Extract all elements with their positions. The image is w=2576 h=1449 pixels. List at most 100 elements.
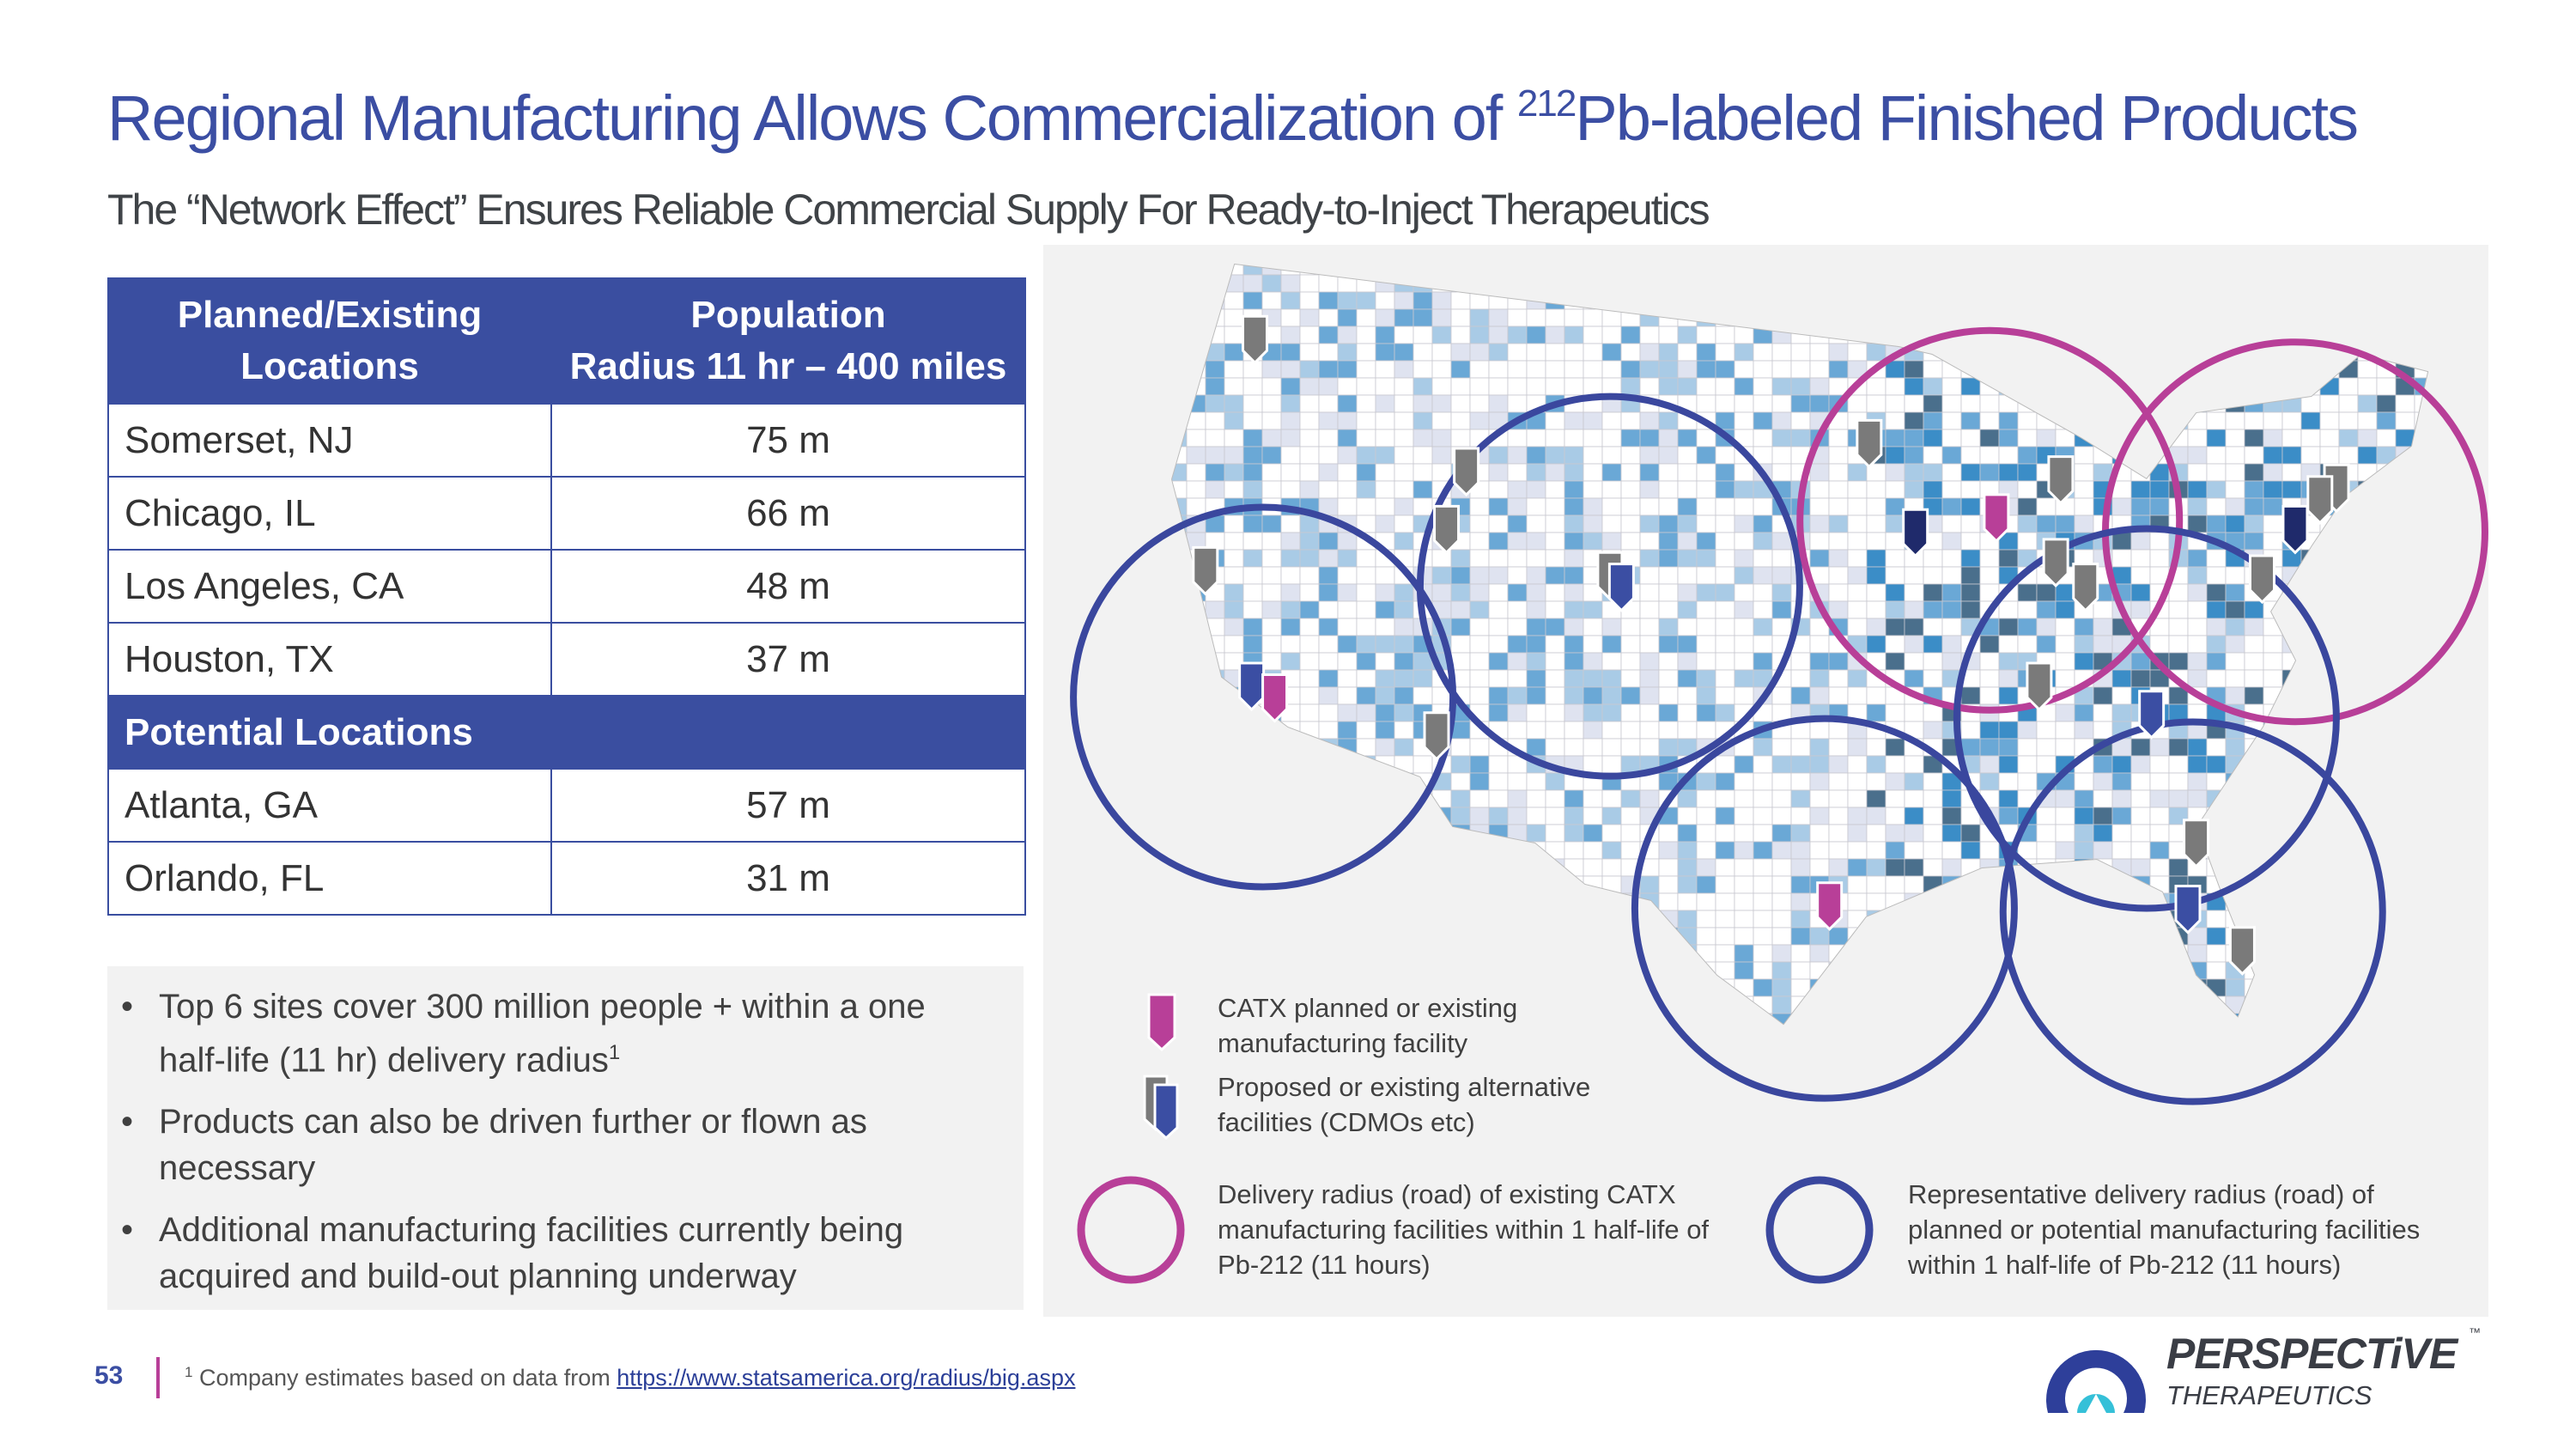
- source-link[interactable]: https://www.statsamerica.org/radius/big.…: [617, 1365, 1076, 1391]
- county: [1866, 394, 1886, 413]
- county: [1469, 686, 1490, 705]
- county: [1696, 789, 1716, 808]
- county: [2149, 326, 2170, 344]
- county: [1620, 738, 1641, 757]
- county: [1715, 394, 1735, 413]
- county: [2338, 514, 2359, 533]
- county: [1866, 600, 1886, 619]
- county: [1771, 377, 1792, 396]
- county: [1242, 411, 1263, 430]
- county: [1734, 360, 1754, 379]
- county: [1658, 549, 1679, 568]
- county: [2395, 291, 2415, 310]
- county: [2130, 532, 2151, 551]
- county: [1507, 875, 1528, 894]
- county: [1979, 446, 2000, 465]
- county: [2319, 291, 2340, 310]
- county: [1601, 738, 1622, 757]
- county: [1469, 566, 1490, 585]
- county: [2395, 532, 2415, 551]
- county: [2055, 944, 2075, 963]
- county: [1583, 686, 1603, 705]
- county: [1375, 703, 1395, 722]
- county: [1677, 789, 1698, 808]
- county: [1545, 807, 1565, 825]
- county: [2376, 549, 2397, 568]
- county: [2055, 910, 2075, 928]
- county: [1923, 274, 1943, 293]
- county: [2093, 274, 2113, 293]
- county: [1545, 772, 1565, 791]
- county: [1469, 669, 1490, 688]
- county: [2244, 360, 2264, 379]
- county: [2149, 265, 2170, 276]
- county: [1299, 807, 1320, 825]
- county: [2130, 497, 2151, 516]
- county: [1601, 514, 1622, 533]
- county: [2376, 291, 2397, 310]
- county: [1790, 411, 1811, 430]
- county: [2074, 291, 2094, 310]
- location-cell: Houston, TX: [107, 622, 552, 697]
- logo-sub: THERAPEUTICS: [2166, 1380, 2372, 1410]
- table-row: Los Angeles, CA 48 m: [107, 549, 1026, 624]
- county: [1507, 446, 1528, 465]
- county: [1828, 549, 1849, 568]
- county: [2300, 274, 2321, 293]
- county: [1771, 532, 1792, 551]
- county: [1394, 360, 1414, 379]
- county: [1583, 291, 1603, 310]
- county: [2395, 635, 2415, 654]
- county: [1564, 686, 1584, 705]
- county: [1356, 772, 1376, 791]
- county: [1734, 824, 1754, 843]
- county: [2055, 703, 2075, 722]
- county: [2111, 1013, 2132, 1024]
- county: [2074, 858, 2094, 877]
- county: [2414, 978, 2427, 997]
- county: [2187, 446, 2208, 465]
- county: [2206, 566, 2227, 585]
- county: [2206, 927, 2227, 946]
- county: [1224, 394, 1244, 413]
- county: [2036, 961, 2057, 980]
- county: [2244, 738, 2264, 757]
- county: [1394, 600, 1414, 619]
- county: [2111, 772, 2132, 791]
- county: [1885, 265, 1905, 276]
- county: [2017, 308, 2038, 327]
- county: [1696, 600, 1716, 619]
- county: [1186, 377, 1206, 396]
- county: [1771, 807, 1792, 825]
- county: [2338, 824, 2359, 843]
- county: [1677, 652, 1698, 671]
- county: [2074, 910, 2094, 928]
- county: [1356, 892, 1376, 911]
- county: [1488, 789, 1509, 808]
- county: [1337, 360, 1358, 379]
- county: [1677, 274, 1698, 293]
- county: [2414, 995, 2427, 1014]
- county: [1337, 600, 1358, 619]
- county: [1564, 308, 1584, 327]
- county: [1337, 394, 1358, 413]
- county: [1620, 326, 1641, 344]
- county: [2130, 360, 2151, 379]
- county: [2338, 978, 2359, 997]
- county: [2187, 652, 2208, 671]
- county: [2187, 755, 2208, 774]
- county: [2036, 721, 2057, 740]
- county: [1828, 927, 1849, 946]
- county: [2376, 411, 2397, 430]
- county: [1734, 978, 1754, 997]
- county: [1394, 669, 1414, 688]
- county: [2225, 480, 2245, 499]
- county: [1904, 841, 1924, 860]
- county: [1507, 703, 1528, 722]
- county: [1620, 686, 1641, 705]
- county: [1394, 944, 1414, 963]
- county: [1904, 703, 1924, 722]
- county: [2017, 738, 2038, 757]
- county: [1753, 738, 1773, 757]
- county: [2395, 807, 2415, 825]
